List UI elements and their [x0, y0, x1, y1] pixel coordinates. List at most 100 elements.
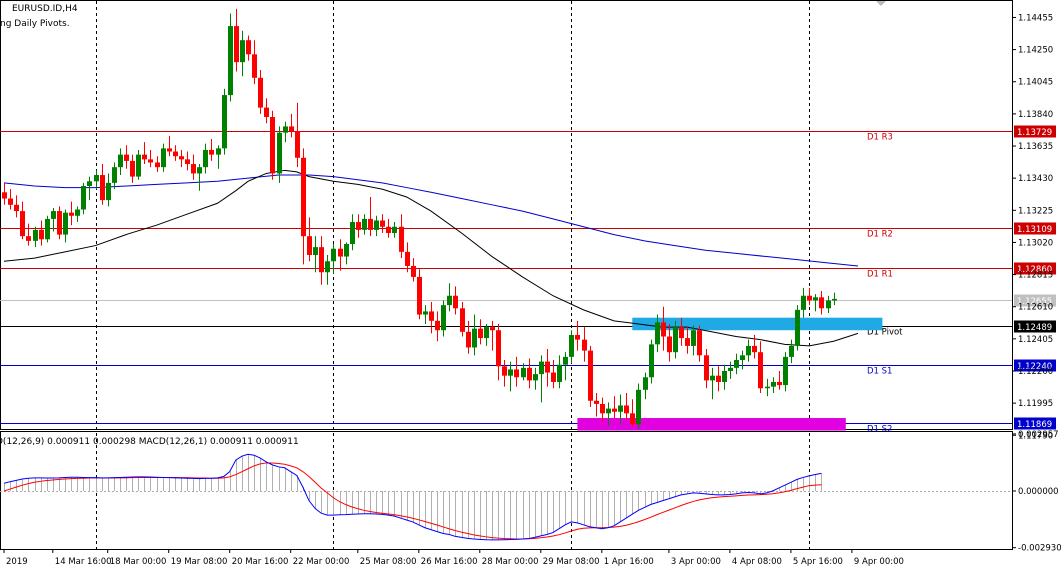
candle-body-bearish — [685, 338, 690, 346]
price-axis-label: 1.13635 — [1018, 142, 1053, 152]
chart-title: EURUSD.ID,H4 — [12, 4, 78, 14]
price-axis-label: 1.14455 — [1018, 13, 1053, 23]
candle-body-bearish — [478, 328, 483, 339]
chart-shift-marker[interactable] — [876, 1, 886, 6]
time-axis-label: 1 Apr 16:00 — [604, 557, 654, 567]
candle-body-bearish — [752, 345, 757, 353]
price-axis-label: 1.11790 — [1018, 431, 1053, 441]
candle-body-bearish — [777, 381, 782, 386]
candle-body-bullish — [63, 212, 68, 235]
pivot-price-tag-text: 1.12860 — [1017, 265, 1052, 275]
candle-body-bearish — [185, 159, 190, 165]
pivot-price-tag — [1014, 262, 1056, 275]
time-axis-label: 20 Mar 16:00 — [232, 557, 289, 567]
price-axis-label: 1.12200 — [1018, 367, 1053, 377]
candle-body-bearish — [264, 107, 269, 118]
candle-body-bullish — [75, 209, 80, 216]
candle-body-bearish — [8, 198, 13, 205]
candle-body-bearish — [69, 212, 74, 216]
candle-body-bullish — [228, 26, 233, 96]
price-panel-frame — [0, 0, 1013, 430]
candle-body-bearish — [155, 162, 160, 168]
pivot-label: D1 S2 — [867, 425, 892, 435]
candle-body-bearish — [502, 366, 507, 376]
time-axis-label: 19 Mar 08:00 — [171, 557, 228, 567]
macd-axis-label: 0.000000 — [1018, 487, 1059, 497]
pivot-price-tag-text: 1.12489 — [1017, 323, 1052, 333]
candle-body-bearish — [661, 322, 666, 337]
candle-body-bullish — [277, 132, 282, 174]
pivot-price-tag-text: 1.11869 — [1017, 420, 1052, 430]
candle-body-bullish — [533, 374, 538, 381]
candle-body-bearish — [545, 361, 550, 373]
candle-body-bearish — [490, 327, 495, 331]
candle-body-bearish — [600, 403, 605, 414]
candle-body-bearish — [453, 295, 458, 309]
candle-body-bearish — [435, 320, 440, 331]
candle-body-bearish — [142, 154, 147, 160]
candle-body-bullish — [197, 167, 202, 174]
candle-body-bearish — [514, 369, 519, 378]
candle-body-bullish — [746, 345, 751, 356]
macd-label: D(12,26,9) 0.000911 0.000298 MACD(12,26,… — [0, 437, 299, 447]
pivot-label: D1 R1 — [867, 270, 893, 280]
candle-body-bullish — [112, 167, 117, 183]
candle-body-bearish — [624, 405, 629, 414]
candle-body-bearish — [716, 375, 721, 382]
candle-body-bearish — [704, 355, 709, 381]
candle-body-bullish — [722, 370, 727, 382]
candle-body-bullish — [557, 364, 562, 382]
candle-body-bearish — [26, 236, 31, 241]
candle-body-bullish — [283, 126, 288, 133]
candle-body-bullish — [643, 377, 648, 390]
candle-body-bearish — [252, 54, 257, 78]
candle-body-bearish — [496, 330, 501, 367]
candle-body-bearish — [429, 311, 434, 321]
candle-body-bearish — [179, 156, 184, 160]
pivot-price-tag — [1014, 359, 1056, 372]
candle-body-bullish — [710, 375, 715, 381]
candle-body-bearish — [356, 222, 361, 230]
pivot-price-tag — [1014, 125, 1056, 138]
candle-body-bearish — [57, 211, 62, 235]
candle-body-bearish — [14, 204, 19, 212]
candle-body-bearish — [130, 160, 135, 177]
candle-body-bearish — [460, 308, 465, 332]
candle-body-bearish — [167, 148, 172, 152]
time-axis-label: 26 Mar 16:00 — [421, 557, 478, 567]
candle-body-bullish — [447, 295, 452, 306]
candle-body-bullish — [118, 154, 123, 168]
candle-body-bearish — [807, 295, 812, 301]
candle-body-bullish — [240, 40, 245, 63]
time-axis-label: 14 Mar 16:00 — [55, 557, 112, 567]
candle-body-bullish — [484, 327, 489, 339]
time-axis-label: 25 Mar 08:00 — [360, 557, 417, 567]
price-axis-label: 1.13430 — [1018, 174, 1053, 184]
candle-body-bullish — [441, 305, 446, 331]
candle-body-bullish — [331, 248, 336, 262]
macd-axis-label: -0.002930 — [1018, 544, 1061, 554]
price-axis-label: 1.11995 — [1018, 399, 1053, 409]
candle-body-bearish — [417, 276, 422, 315]
candle-body-bearish — [758, 352, 763, 389]
candle-body-bullish — [826, 300, 831, 309]
candle-body-bearish — [575, 334, 580, 340]
candles — [2, 8, 837, 429]
candle-body-bullish — [216, 148, 221, 155]
candle-body-bearish — [246, 40, 251, 55]
candle-body-bullish — [795, 309, 800, 346]
pivot-label: D1 R2 — [867, 230, 893, 240]
price-axis-label: 1.13225 — [1018, 206, 1053, 216]
candle-body-bearish — [289, 126, 294, 132]
candle-body-bullish — [734, 360, 739, 368]
candle-body-bearish — [234, 26, 239, 63]
candle-body-bullish — [94, 175, 99, 182]
candle-body-bullish — [508, 369, 513, 376]
pivot-price-tag-text: 1.12240 — [1017, 362, 1052, 372]
price-axis-label: 1.12815 — [1018, 271, 1053, 281]
candle-body-bullish — [740, 355, 745, 361]
candle-body-bullish — [344, 244, 349, 257]
candle-body-bullish — [222, 95, 227, 149]
pivot-price-tag — [1014, 222, 1056, 235]
